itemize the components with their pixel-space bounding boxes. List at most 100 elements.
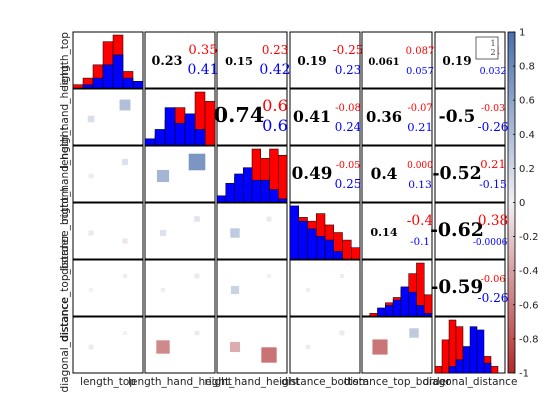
hist-bar-blue [92, 77, 104, 89]
cell-frame [216, 259, 288, 317]
cell-r0-c3: 0.19 -0.25 0.23 [289, 31, 363, 89]
corr-group2-value: 0.032 [480, 66, 507, 77]
colorbar-tick-label: 0.6 [519, 96, 535, 107]
corr-square [305, 287, 311, 293]
cell-r5-c1 [144, 316, 216, 374]
corr-square [230, 285, 240, 295]
corr-square [89, 288, 93, 292]
hist-bar-blue [260, 179, 270, 203]
cell-r5-c0 [72, 316, 144, 374]
corr-square [339, 330, 345, 336]
colorbar-tick-label: 0 [519, 198, 525, 209]
hist-bar-blue [333, 251, 343, 260]
cell-r2-c1 [144, 145, 216, 203]
corr-square [194, 216, 200, 222]
corr-overall-value: 0.36 [366, 109, 402, 126]
colorbar-tick-label: 0.2 [519, 164, 535, 175]
corr-square [372, 339, 388, 355]
hist-bar-blue [194, 129, 206, 146]
corr-group2-value: 0.13 [408, 179, 432, 191]
cell-r1-c3: 0.41 -0.08 0.24 [289, 88, 361, 146]
legend-entry: 2 [490, 48, 495, 57]
corr-group2-value: 0.41 [188, 62, 219, 78]
cell-frame [216, 316, 288, 374]
hist-bar-blue [469, 326, 478, 374]
cell-r0-c1: 0.23 0.35 0.41 [144, 31, 219, 89]
colorbar-tick-label: 0.8 [519, 62, 535, 73]
corr-group1-value: 0.6 [262, 96, 288, 115]
colorbar-tick-label: -0.4 [519, 266, 539, 277]
corr-square [194, 273, 200, 279]
cell-r1-c0 [72, 88, 144, 146]
corr-square [267, 274, 271, 278]
hist-bar-blue [122, 77, 134, 89]
corr-overall-value: 0.4 [371, 165, 398, 183]
cell-r1-c5: -0.5 -0.03 -0.26 [434, 88, 509, 146]
cell-r1-c2: 0.740.60.6 [214, 88, 288, 146]
cell-frame [434, 259, 506, 317]
corr-group1-value: 0.087 [406, 46, 435, 57]
hist-bar-red [342, 239, 352, 260]
cell-r5-c5 [434, 316, 506, 374]
colorbar-tick-label: 1 [519, 28, 525, 39]
corr-group2-value: 0.25 [335, 177, 362, 191]
hist-bar-blue [455, 359, 464, 374]
cell-frame [72, 145, 144, 203]
hist-bar-blue [392, 299, 402, 317]
cell-frame [361, 88, 433, 146]
hist-bar-red [72, 84, 84, 89]
corr-group1-value: 0.21 [480, 157, 506, 171]
cell-frame [144, 202, 216, 260]
col-label: length_top [80, 376, 136, 388]
corr-group1-value: 0.000 [407, 161, 433, 171]
col-label: distance_bottom [281, 376, 369, 388]
colorbar-tick-label: -0.6 [519, 300, 539, 311]
corr-overall-value: 0.14 [370, 225, 397, 239]
cell-r2-c5: -0.520.21 -0.15 [432, 145, 507, 203]
cell-frame [289, 145, 361, 203]
corr-overall-value: 0.23 [152, 53, 183, 68]
cell-frame [72, 259, 144, 317]
hist-bar-blue [385, 305, 394, 317]
cell-frame [216, 31, 288, 89]
hist-bar-red [204, 101, 216, 146]
cell-frame [434, 202, 506, 260]
corr-group1-value: -0.08 [335, 103, 361, 114]
hist-bar-blue [448, 366, 457, 374]
corr-square [229, 341, 241, 353]
corr-square [87, 115, 95, 123]
cell-r0-c2: 0.15 0.23 0.42 [216, 31, 291, 89]
hist-bar-blue [184, 113, 196, 146]
hist-bar-blue [234, 173, 244, 203]
col-label: right_hand_height [204, 376, 299, 388]
col-label: distance_top_border [344, 376, 452, 388]
cell-frame [361, 145, 433, 203]
corr-square [121, 158, 129, 166]
cell-r4-c4 [361, 259, 433, 317]
corr-group2-value: -0.15 [479, 178, 507, 191]
cell-r3-c5: -0.620.38 -0.00065 [430, 202, 513, 260]
cell-frame [216, 88, 288, 146]
corr-square [123, 331, 127, 335]
hist-bar-blue [269, 189, 279, 203]
corr-overall-value: -0.5 [439, 107, 476, 127]
cell-frame [289, 88, 361, 146]
cell-r4-c1 [144, 259, 216, 317]
corr-group2-value: -0.26 [477, 120, 508, 134]
hist-bar-blue [298, 220, 308, 260]
legend-box [475, 36, 499, 60]
cell-r1-c1 [144, 88, 216, 146]
corr-group2-value: 0.24 [335, 120, 361, 134]
corr-overall-value: 0.49 [292, 163, 333, 183]
corr-square [409, 328, 419, 338]
corr-overall-value: 0.41 [293, 107, 331, 126]
corr-overall-value: -0.52 [432, 164, 481, 184]
hist-bar-blue [144, 138, 156, 146]
hist-bar-blue [400, 286, 409, 317]
corr-square [266, 216, 272, 222]
cell-r2-c0 [72, 145, 144, 203]
corr-square [88, 173, 94, 179]
cell-r3-c3 [289, 202, 361, 260]
corr-group2-value: 0.6 [262, 116, 288, 135]
